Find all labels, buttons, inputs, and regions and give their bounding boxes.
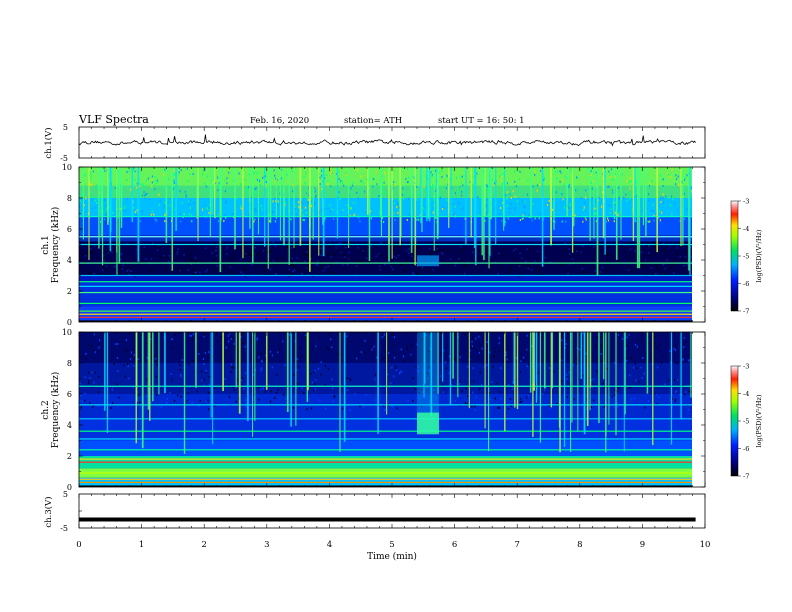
x-tick-label: 8 xyxy=(577,540,582,550)
ch1-ytick: 4 xyxy=(67,256,72,265)
ch1-colorbar-tick: -6 xyxy=(743,280,749,288)
x-tick-label: 10 xyxy=(700,540,711,550)
ch2-colorbar-tick: -7 xyxy=(743,473,749,481)
time-axis: 0 1 2 3 4 5 6 7 8 9 10 xyxy=(76,540,710,550)
ch1-ytick: 10 xyxy=(62,163,72,172)
ch2-colorbar-tick: -4 xyxy=(743,390,749,398)
ch2-ytick: 10 xyxy=(62,328,72,337)
ch3-ytick-top: 5 xyxy=(63,490,68,499)
ch1-ytick-bottom: -5 xyxy=(60,154,68,163)
ch2-ylabel-channel: ch.2 xyxy=(41,400,51,419)
x-tick-label: 3 xyxy=(264,540,269,550)
ch2-spectrogram xyxy=(79,332,692,487)
ch2-ytick: 4 xyxy=(67,421,72,430)
ch2-colorbar: -3 -4 -5 -6 -7 log(PSD)(V²/Hz) xyxy=(730,363,763,481)
x-tick-label: 7 xyxy=(514,540,519,550)
ch2-ytick: 2 xyxy=(67,452,72,461)
x-tick-label: 5 xyxy=(389,540,394,550)
ch2-spectrogram-panel: 0 2 4 6 8 10 ch.2 Frequency (kHz) -3 -4 -5 -6 -7 … xyxy=(41,328,763,492)
ch1-colorbar-tick: -7 xyxy=(743,308,749,316)
ch1-colorbar-tick: -5 xyxy=(743,253,749,261)
x-tick-label: 6 xyxy=(452,540,457,550)
ch2-ylabel-frequency: Frequency (kHz) xyxy=(50,372,61,449)
ch3-waveform-panel: 5 -5 ch.3(V) xyxy=(43,490,706,533)
ch2-ytick: 8 xyxy=(67,359,72,368)
ch3-ytick-bottom: -5 xyxy=(60,524,68,533)
ch1-ytick-top: 5 xyxy=(63,123,68,132)
ch3-waveform-frame xyxy=(78,493,706,529)
figure-title: VLF Spectra xyxy=(78,113,149,126)
x-tick-label: 1 xyxy=(139,540,144,550)
ch2-colorbar-label: log(PSD)(V²/Hz) xyxy=(755,394,763,447)
station-label: station= ATH xyxy=(344,116,402,126)
date-label: Feb. 16, 2020 xyxy=(250,116,309,126)
ch3-ylabel: ch.3(V) xyxy=(43,496,54,527)
ch1-colorbar: -3 -4 -5 -6 -7 log(PSD)(V²/Hz) xyxy=(730,198,763,316)
ch2-colorbar-tick: -3 xyxy=(743,363,749,371)
ch1-colorbar-tick: -3 xyxy=(743,198,749,206)
ch2-colorbar-tick: -5 xyxy=(743,418,749,426)
ch1-ytick: 0 xyxy=(67,318,72,327)
ch2-ytick: 0 xyxy=(67,483,72,492)
x-tick-label: 9 xyxy=(640,540,645,550)
x-tick-label: 0 xyxy=(76,540,81,550)
ch1-ytick: 6 xyxy=(67,225,72,234)
ch1-colorbar-tick: -4 xyxy=(743,225,749,233)
ch1-ylabel-frequency: Frequency (kHz) xyxy=(50,207,61,284)
x-axis-label: Time (min) xyxy=(367,551,417,562)
ch1-colorbar-label: log(PSD)(V²/Hz) xyxy=(755,229,763,282)
ch1-ylabel: ch.1(V) xyxy=(43,127,54,158)
ch1-waveform-panel: 5 -5 ch.1(V) xyxy=(43,123,706,163)
ch1-ytick: 2 xyxy=(67,287,72,296)
ch1-ylabel-channel: ch.1 xyxy=(41,235,51,254)
start-time-label: start UT = 16: 50: 1 xyxy=(438,116,525,126)
ch2-colorbar-tick: -6 xyxy=(743,445,749,453)
ch1-waveform-trace xyxy=(78,134,696,147)
ch1-spectrogram xyxy=(79,167,692,322)
ch3-waveform-trace xyxy=(79,517,696,522)
ch1-spectrogram-panel: 0 2 4 6 8 10 ch.1 Frequency (kHz) -3 -4 -5 -6 -7 … xyxy=(41,163,763,327)
x-tick-label: 2 xyxy=(201,540,206,550)
ch2-ytick: 6 xyxy=(67,390,72,399)
x-tick-label: 4 xyxy=(327,540,332,550)
ch1-ytick: 8 xyxy=(67,194,72,203)
